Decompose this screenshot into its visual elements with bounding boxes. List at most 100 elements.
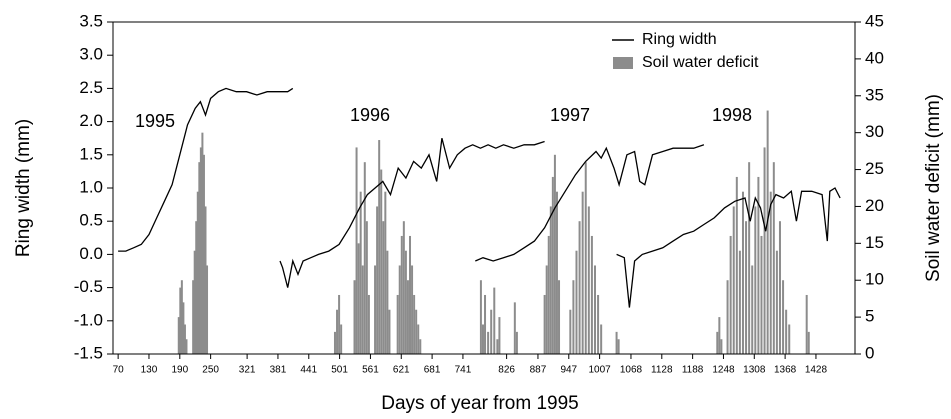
x-tick-label: 441 bbox=[300, 365, 317, 376]
bar bbox=[745, 221, 748, 354]
y-tick-label: 1.0 bbox=[79, 177, 103, 196]
bar bbox=[718, 317, 721, 354]
y2-axis-label: Soil water deficit (mm) bbox=[923, 94, 944, 282]
y2-tick-label: 15 bbox=[865, 233, 884, 252]
bar bbox=[805, 294, 808, 354]
bar bbox=[196, 191, 199, 354]
bar bbox=[551, 176, 554, 354]
bar bbox=[206, 265, 209, 354]
bar bbox=[729, 235, 732, 354]
bar bbox=[615, 331, 618, 354]
bar bbox=[763, 147, 766, 354]
bar bbox=[363, 162, 366, 354]
bar bbox=[738, 250, 741, 354]
x-tick-label: 887 bbox=[530, 365, 547, 376]
bar bbox=[204, 206, 207, 354]
bar bbox=[419, 339, 422, 354]
bar bbox=[498, 317, 501, 354]
y-tick-label: 2.5 bbox=[79, 78, 103, 97]
y-tick-label: 3.5 bbox=[79, 11, 103, 30]
bar bbox=[782, 280, 785, 354]
y2-tick-label: 20 bbox=[865, 196, 884, 215]
x-tick-label: 501 bbox=[331, 365, 348, 376]
x-tick-label: 1248 bbox=[712, 365, 735, 376]
y-axis-label: Ring width (mm) bbox=[13, 119, 34, 257]
bar bbox=[388, 309, 391, 354]
bar bbox=[413, 294, 416, 354]
y2-tick-label: 25 bbox=[865, 159, 884, 178]
bar bbox=[754, 206, 757, 354]
bar bbox=[400, 235, 403, 354]
bar bbox=[549, 206, 552, 354]
bar bbox=[192, 280, 195, 354]
bar bbox=[202, 154, 205, 354]
bar bbox=[481, 324, 484, 354]
x-tick-label: 381 bbox=[270, 365, 287, 376]
bar bbox=[357, 243, 360, 354]
bar bbox=[617, 339, 620, 354]
y2-tick-label: 0 bbox=[865, 343, 874, 362]
bar bbox=[726, 280, 729, 354]
bar bbox=[547, 235, 550, 354]
bar bbox=[575, 250, 578, 354]
bar bbox=[515, 331, 518, 354]
bar bbox=[402, 221, 405, 354]
bar bbox=[415, 309, 418, 354]
bar bbox=[748, 162, 751, 354]
bar bbox=[417, 324, 420, 354]
bar bbox=[545, 265, 548, 354]
bar bbox=[380, 169, 383, 354]
bar bbox=[760, 235, 763, 354]
bar bbox=[382, 221, 385, 354]
y-tick-label: -1.0 bbox=[74, 310, 103, 329]
bar bbox=[406, 280, 409, 354]
y-tick-label: -0.5 bbox=[74, 277, 103, 296]
bar bbox=[496, 339, 499, 354]
bar bbox=[490, 309, 493, 354]
bar bbox=[493, 287, 496, 354]
y2-tick-label: 45 bbox=[865, 11, 884, 30]
bar bbox=[336, 309, 339, 354]
bar bbox=[359, 191, 362, 354]
bar bbox=[555, 191, 558, 354]
bar bbox=[201, 132, 204, 354]
x-tick-label: 250 bbox=[202, 365, 219, 376]
bar bbox=[581, 191, 584, 354]
bar bbox=[558, 280, 561, 354]
y-tick-label: 0.5 bbox=[79, 211, 103, 230]
bar bbox=[365, 221, 368, 354]
bar bbox=[338, 294, 341, 354]
line bbox=[118, 87, 841, 308]
bar bbox=[411, 265, 414, 354]
bar bbox=[600, 324, 603, 354]
bar bbox=[553, 154, 556, 354]
legend-label: Ring width bbox=[642, 31, 717, 48]
bar bbox=[757, 176, 760, 354]
x-tick-label: 947 bbox=[560, 365, 577, 376]
bar bbox=[785, 309, 788, 354]
x-tick-label: 1128 bbox=[651, 365, 673, 376]
x-tick-label: 621 bbox=[393, 365, 410, 376]
bar bbox=[333, 331, 336, 354]
bar bbox=[775, 250, 778, 354]
bar bbox=[376, 206, 379, 354]
bar bbox=[766, 110, 769, 355]
bar bbox=[378, 140, 381, 354]
x-tick-label: 1368 bbox=[774, 365, 797, 376]
bar bbox=[479, 280, 482, 354]
bar bbox=[361, 265, 364, 354]
x-tick-label: 1188 bbox=[682, 365, 704, 376]
bar bbox=[183, 324, 186, 354]
y-tick-label: -1.5 bbox=[74, 343, 103, 362]
bar bbox=[769, 191, 772, 354]
y-tick-label: 1.5 bbox=[79, 144, 103, 163]
bar bbox=[587, 206, 590, 354]
bar bbox=[179, 287, 182, 354]
y2-tick-label: 40 bbox=[865, 48, 884, 67]
bar bbox=[735, 176, 738, 354]
bar bbox=[597, 294, 600, 354]
bar bbox=[807, 331, 810, 354]
bar bbox=[198, 162, 201, 354]
bar bbox=[772, 162, 775, 354]
